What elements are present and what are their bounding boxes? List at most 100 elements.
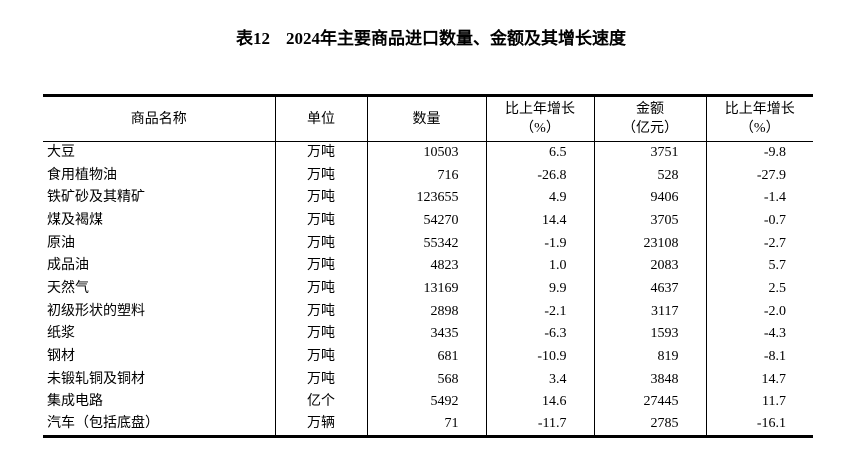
header-unit: 单位 [274,94,367,142]
cell-amount-growth: -1.4 [705,186,813,210]
cell-unit: 万吨 [274,323,367,346]
table-row: 成品油 万吨 4823 1.0 2083 5.7 [43,254,813,278]
header-text: 比上年增长 [724,102,795,117]
table-number: 表12 [236,29,270,48]
cell-amount-growth: -2.0 [705,300,813,323]
table-row: 未锻轧铜及铜材 万吨 568 3.4 3848 14.7 [43,368,813,392]
cell-name: 煤及褐煤 [47,212,103,228]
cell-amount-growth: -9.8 [705,141,813,165]
header-row: 商品名称 单位 数量 比上年增长 （%） 金额 （亿元） 比上年增长 （%） [43,94,813,142]
cell-amount-growth: 11.7 [705,391,813,414]
header-text: 数量 [412,111,441,127]
table-row: 大豆 万吨 10503 6.5 3751 -9.8 [43,141,813,165]
table-row: 食用植物油 万吨 716 -26.8 528 -27.9 [43,164,813,187]
cell-amount: 4637 [593,277,706,301]
cell-unit: 万吨 [274,209,367,233]
cell-name: 成品油 [47,258,89,274]
cell-quantity-growth: 4.9 [485,186,594,210]
cell-quantity: 681 [366,345,486,369]
cell-unit: 万吨 [274,232,367,255]
cell-unit: 万吨 [274,164,367,187]
cell-quantity: 3435 [366,323,486,346]
header-amount-growth: 比上年增长 （%） [705,94,813,142]
table-row: 钢材 万吨 681 -10.9 819 -8.1 [43,345,813,369]
header-text: 比上年增长 [505,102,575,117]
cell-quantity: 55342 [366,232,486,255]
cell-amount: 2083 [593,254,706,278]
cell-amount-growth: -27.9 [705,164,813,187]
table-row: 铁矿砂及其精矿 万吨 123655 4.9 9406 -1.4 [43,186,813,210]
cell-quantity: 123655 [366,186,486,210]
cell-name: 铁矿砂及其精矿 [47,190,145,206]
header-text: 金额 [636,102,664,117]
header-text: （%） [739,121,780,136]
cell-unit: 万吨 [274,345,367,369]
table-row: 初级形状的塑料 万吨 2898 -2.1 3117 -2.0 [43,300,813,323]
cell-unit: 万吨 [274,300,367,323]
import-table: 商品名称 单位 数量 比上年增长 （%） 金额 （亿元） 比上年增长 （%） 大豆 万吨 10503… [43,94,813,438]
cell-name: 天然气 [47,280,89,296]
cell-name: 集成电路 [47,394,103,410]
cell-unit: 万吨 [274,277,367,301]
table-title: 表12 2024年主要商品进口数量、金额及其增长速度 [0,24,862,49]
cell-unit: 亿个 [274,391,367,414]
table-row: 煤及褐煤 万吨 54270 14.4 3705 -0.7 [43,209,813,233]
header-quantity: 数量 [366,94,486,142]
cell-amount-growth: -4.3 [705,323,813,346]
cell-name: 汽车（包括底盘） [43,413,275,438]
cell-unit: 万吨 [274,368,367,392]
cell-amount-growth: -16.1 [705,413,813,438]
cell-name: 原油 [47,235,75,251]
cell-quantity-growth: 14.4 [485,209,594,233]
table-row: 原油 万吨 55342 -1.9 23108 -2.7 [43,232,813,255]
cell-amount-growth: -2.7 [705,232,813,255]
cell-quantity-growth: 14.6 [485,391,594,414]
cell-quantity: 10503 [366,141,486,165]
table-row: 集成电路 亿个 5492 14.6 27445 11.7 [43,391,813,414]
table-row: 汽车（包括底盘） 万辆 71 -11.7 2785 -16.1 [43,413,813,438]
cell-quantity: 716 [366,164,486,187]
cell-name: 大豆 [47,145,75,161]
cell-quantity-growth: 3.4 [485,368,594,392]
cell-name: 食用植物油 [47,167,117,183]
cell-quantity-growth: 9.9 [485,277,594,301]
cell-amount-growth: -8.1 [705,345,813,369]
cell-quantity: 4823 [366,254,486,278]
cell-name: 初级形状的塑料 [47,303,145,319]
cell-quantity-growth: 1.0 [485,254,594,278]
cell-amount-growth: 14.7 [705,368,813,392]
cell-quantity: 71 [366,413,486,438]
cell-amount: 528 [593,164,706,187]
cell-quantity-growth: -2.1 [485,300,594,323]
cell-amount: 23108 [593,232,706,255]
cell-quantity: 2898 [366,300,486,323]
header-name: 商品名称 [43,94,275,142]
cell-amount: 9406 [593,186,706,210]
cell-amount: 1593 [593,323,706,346]
cell-amount: 3705 [593,209,706,233]
cell-quantity: 54270 [366,209,486,233]
header-text: （%） [520,121,560,136]
cell-quantity-growth: -6.3 [485,323,594,346]
cell-amount: 3751 [593,141,706,165]
cell-quantity-growth: 6.5 [485,141,594,165]
header-text: 单位 [307,111,335,127]
cell-amount: 27445 [593,391,706,414]
header-amount: 金额 （亿元） [593,94,706,142]
cell-quantity: 5492 [366,391,486,414]
header-text: （亿元） [622,121,678,136]
cell-unit: 万吨 [274,186,367,210]
cell-unit: 万吨 [274,254,367,278]
cell-quantity-growth: -1.9 [485,232,594,255]
table-row: 天然气 万吨 13169 9.9 4637 2.5 [43,277,813,301]
cell-amount: 3848 [593,368,706,392]
cell-quantity-growth: -10.9 [485,345,594,369]
cell-amount: 2785 [593,413,706,438]
header-text: 商品名称 [130,111,187,127]
cell-name: 纸浆 [47,326,75,342]
cell-amount: 3117 [593,300,706,323]
cell-name: 钢材 [47,349,75,365]
cell-amount-growth: 2.5 [705,277,813,301]
cell-unit: 万吨 [274,141,367,165]
cell-amount: 819 [593,345,706,369]
